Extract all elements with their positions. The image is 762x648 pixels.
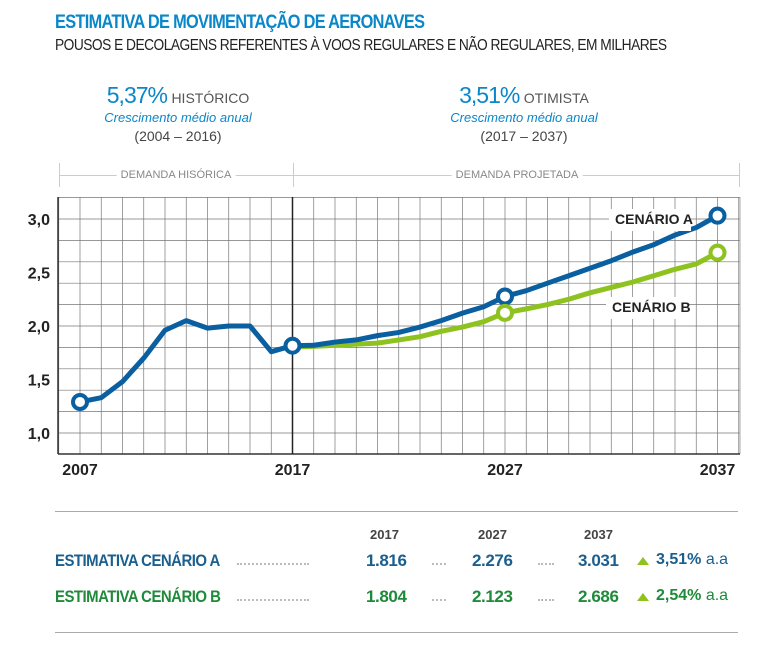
x-tick-label: 2017	[275, 462, 311, 479]
leader-dots	[237, 599, 309, 601]
projected-desc: Crescimento médio anual	[450, 110, 598, 125]
line-chart: 1,0 1,5 2,0 2,5 3,0 2007 2017 2027 2037 CENÁRIO A…	[28, 197, 741, 479]
row-rate: 2,54% a.a	[656, 587, 728, 605]
row-label: ESTIMATIVA CENÁRIO A	[55, 551, 220, 570]
row-value: 1.804	[366, 587, 407, 606]
series-label: CENÁRIO B	[612, 299, 691, 315]
table-top-rule	[55, 511, 738, 512]
section-bracket	[59, 163, 740, 187]
y-tick-label: 2,5	[28, 266, 50, 283]
row-rate: 3,51% a.a	[656, 551, 728, 569]
chart-subtitle: POUSOS E DECOLAGENS REFERENTES À VOOS RE…	[55, 37, 667, 54]
x-tick-label: 2027	[487, 462, 523, 479]
historic-stat: 5,37% HISTÓRICO Crescimento médio anual …	[58, 82, 298, 144]
up-triangle-icon	[637, 593, 649, 601]
y-tick-label: 1,5	[28, 373, 50, 390]
table-year-2027: 2027	[478, 527, 507, 542]
rate-value: 3,51%	[656, 551, 702, 568]
projected-kind: OTIMISTA	[523, 90, 589, 106]
row-value: 2.686	[578, 587, 619, 606]
rate-value: 2,54%	[656, 587, 702, 604]
historic-pct: 5,37%	[106, 82, 168, 108]
y-tick-label: 3,0	[28, 212, 50, 229]
series-line-a	[79, 213, 719, 405]
section-historic: DEMANDA HISÓRICA	[116, 169, 236, 181]
historic-period: (2004 – 2016)	[134, 128, 222, 144]
projected-pct: 3,51%	[459, 82, 520, 108]
section-projected: DEMANDA PROJETADA	[451, 169, 583, 181]
leader-dots	[538, 563, 554, 565]
leader-dots	[432, 599, 446, 601]
y-tick-label: 1,0	[28, 426, 50, 443]
data-marker	[496, 303, 514, 322]
data-marker	[708, 243, 727, 262]
leader-dots	[432, 563, 446, 565]
table-year-2037: 2037	[584, 527, 613, 542]
series-label: CENÁRIO A	[615, 211, 693, 227]
x-tick-label: 2007	[62, 462, 98, 479]
historic-desc: Crescimento médio anual	[104, 110, 252, 125]
y-tick-label: 2,0	[28, 319, 50, 336]
chart-title: ESTIMATIVA DE MOVIMENTAÇÃO DE AERONAVES	[55, 12, 425, 33]
row-value: 3.031	[578, 551, 619, 570]
table-year-2017: 2017	[370, 527, 399, 542]
leader-dots	[237, 563, 309, 565]
data-marker	[71, 392, 89, 411]
label-bg	[609, 209, 691, 231]
projected-stat: 3,51% OTIMISTA Crescimento médio anual (…	[404, 82, 644, 144]
data-marker	[283, 336, 302, 355]
historic-kind: HISTÓRICO	[171, 90, 250, 106]
row-value: 1.816	[366, 551, 407, 570]
row-label: ESTIMATIVA CENÁRIO B	[55, 587, 221, 606]
data-marker	[496, 287, 514, 306]
projected-period: (2017 – 2037)	[480, 128, 568, 144]
up-triangle-icon	[637, 557, 649, 565]
label-bg	[606, 297, 688, 319]
data-marker	[708, 206, 727, 225]
table-bottom-rule	[55, 632, 738, 633]
leader-dots	[538, 599, 554, 601]
x-tick-label: 2037	[700, 462, 736, 479]
rate-unit: a.a	[705, 587, 729, 604]
rate-unit: a.a	[705, 551, 729, 568]
row-value: 2.276	[472, 551, 513, 570]
row-value: 2.123	[472, 587, 513, 606]
